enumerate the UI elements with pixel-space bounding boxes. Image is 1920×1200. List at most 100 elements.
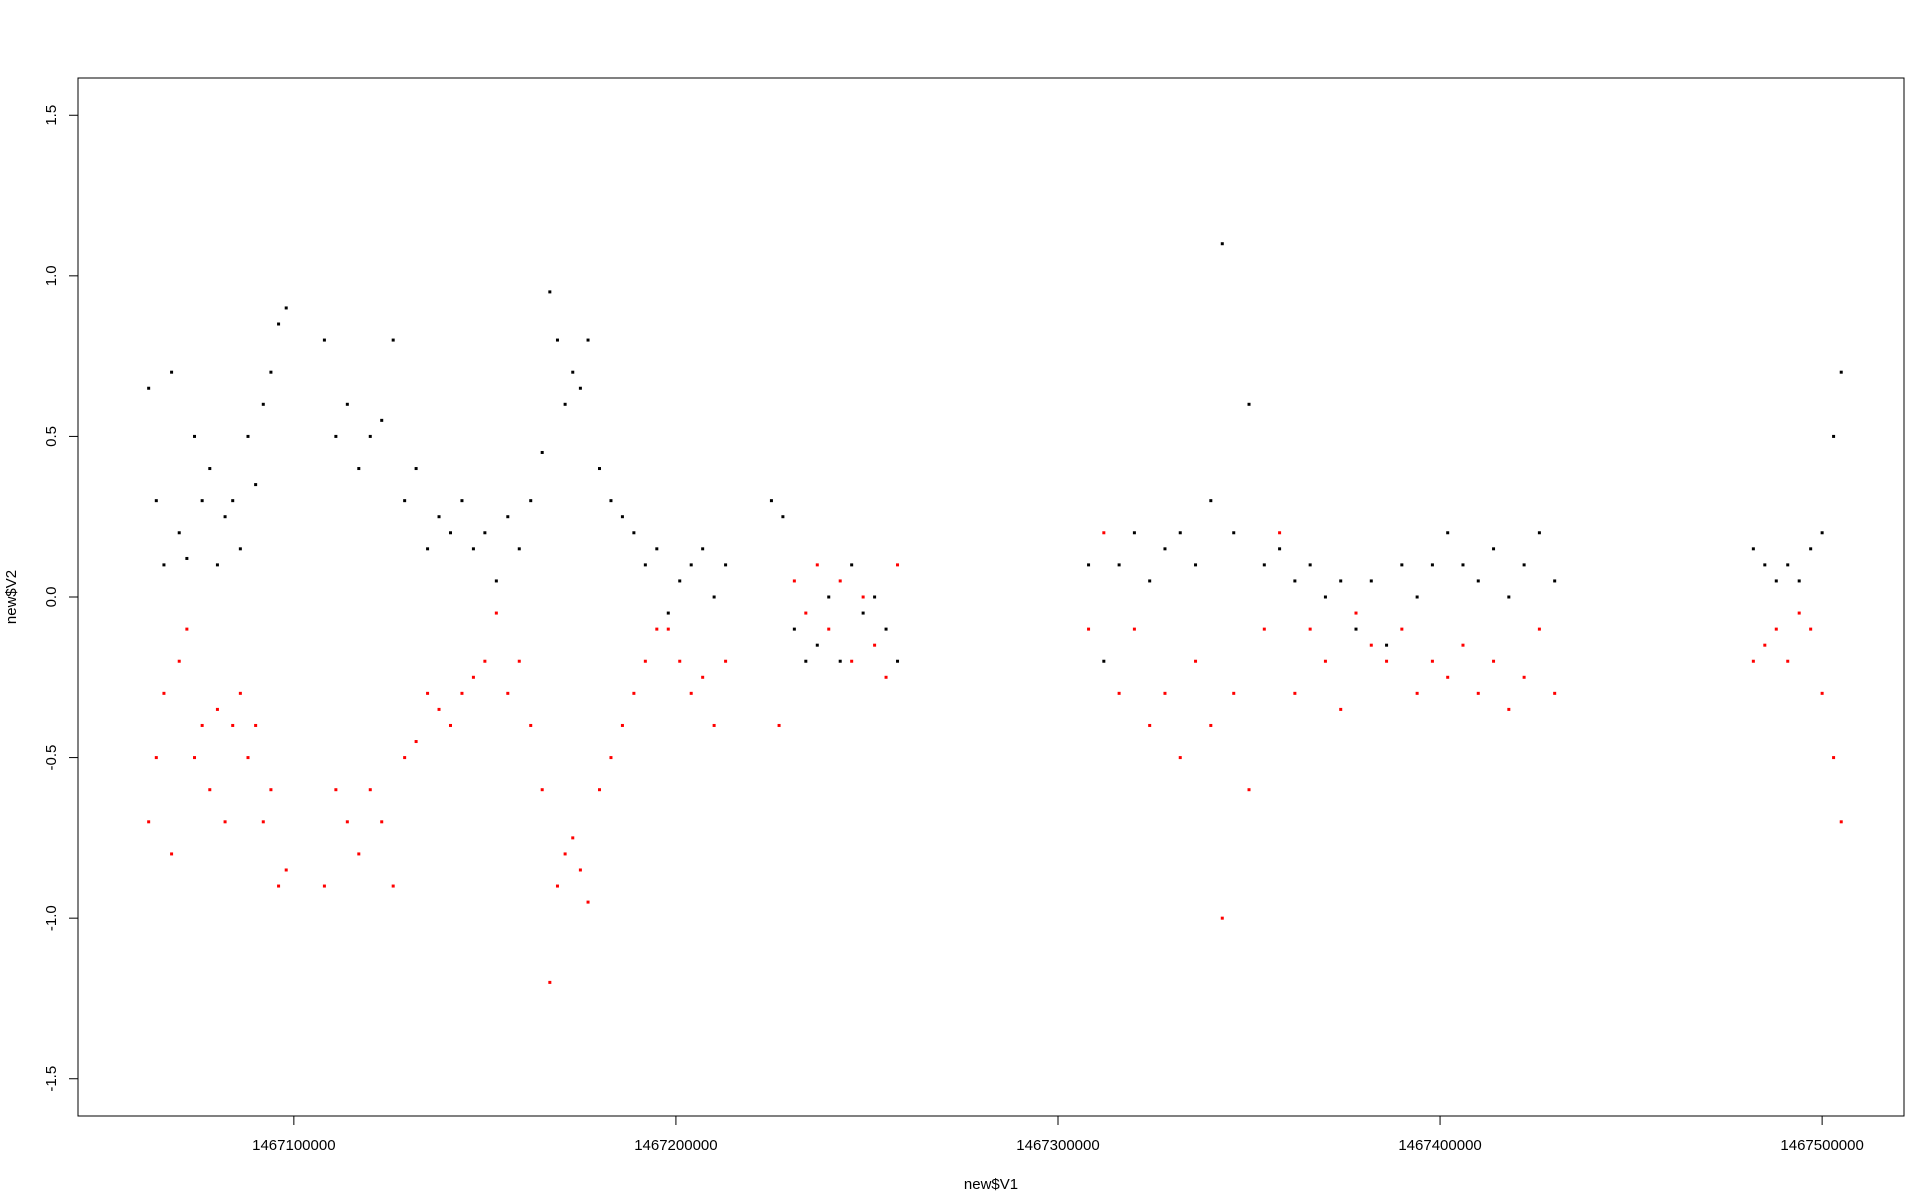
data-point (1430, 563, 1434, 567)
data-point (609, 756, 613, 760)
data-point (827, 627, 831, 631)
x-axis-label: new$V1 (964, 1176, 1018, 1193)
data-point (1163, 691, 1167, 695)
y-tick-label: 1.0 (43, 265, 60, 286)
data-point (643, 659, 647, 663)
data-point (598, 467, 602, 471)
data-point (1163, 547, 1167, 551)
data-point (1537, 531, 1541, 535)
data-point (1461, 643, 1465, 647)
data-point (177, 531, 181, 535)
data-point (815, 563, 819, 567)
data-point (1323, 659, 1327, 663)
data-point (1278, 547, 1282, 551)
data-point (1553, 691, 1557, 695)
data-point (1400, 627, 1404, 631)
data-point (448, 723, 452, 727)
data-point (1476, 579, 1480, 583)
data-point (334, 788, 338, 792)
data-point (1087, 627, 1091, 631)
data-point (1247, 402, 1251, 406)
data-point (632, 691, 636, 695)
data-point (1430, 659, 1434, 663)
data-point (506, 691, 510, 695)
data-point (1117, 563, 1121, 567)
data-point (1102, 531, 1106, 535)
data-point (1102, 659, 1106, 663)
data-point (238, 691, 242, 695)
data-point (208, 788, 212, 792)
data-point (208, 467, 212, 471)
data-point (471, 547, 475, 551)
data-point (1308, 627, 1312, 631)
data-point (1751, 659, 1755, 663)
data-point (643, 563, 647, 567)
data-point (368, 434, 372, 438)
data-point (620, 723, 624, 727)
data-point (162, 563, 166, 567)
data-point (185, 556, 189, 560)
data-point (563, 852, 567, 856)
data-point (1087, 563, 1091, 567)
data-point (200, 723, 204, 727)
data-point (1262, 563, 1266, 567)
data-point (1461, 563, 1465, 567)
data-point (1308, 563, 1312, 567)
data-point (1446, 531, 1450, 535)
data-point (1132, 627, 1136, 631)
y-tick-label: -1.5 (43, 1066, 60, 1092)
data-point (368, 788, 372, 792)
data-point (1751, 547, 1755, 551)
data-point (578, 386, 582, 390)
data-point (578, 868, 582, 872)
data-point (701, 675, 705, 679)
data-point (1278, 531, 1282, 535)
data-point (896, 563, 900, 567)
data-point (231, 499, 235, 503)
data-point (850, 659, 854, 663)
data-point (1786, 563, 1790, 567)
data-point (724, 659, 728, 663)
data-point (1839, 370, 1843, 374)
data-point (506, 515, 510, 519)
data-point (437, 515, 441, 519)
data-point (277, 884, 281, 888)
data-point (448, 531, 452, 535)
plot-frame (77, 77, 1905, 1117)
data-point (571, 370, 575, 374)
data-point (873, 643, 877, 647)
data-point (815, 643, 819, 647)
data-point (334, 434, 338, 438)
data-point (1293, 691, 1297, 695)
data-point (215, 707, 219, 711)
data-point (1797, 579, 1801, 583)
data-point (1507, 595, 1511, 599)
data-point (724, 563, 728, 567)
data-point (1820, 531, 1824, 535)
data-point (555, 338, 559, 342)
data-point (193, 756, 197, 760)
data-point (345, 402, 349, 406)
data-point (1369, 579, 1373, 583)
data-point (1262, 627, 1266, 631)
data-point (1220, 916, 1224, 920)
data-point (701, 547, 705, 551)
data-point (1832, 756, 1836, 760)
data-point (1839, 820, 1843, 824)
data-point (1354, 611, 1358, 615)
data-point (1507, 707, 1511, 711)
data-point (494, 611, 498, 615)
data-point (460, 499, 464, 503)
data-point (391, 884, 395, 888)
data-point (154, 499, 158, 503)
data-point (357, 852, 361, 856)
data-point (471, 675, 475, 679)
data-point (548, 980, 552, 984)
data-point (1178, 756, 1182, 760)
data-point (1522, 563, 1526, 567)
data-point (1339, 579, 1343, 583)
data-point (769, 499, 773, 503)
data-point (1797, 611, 1801, 615)
data-point (391, 338, 395, 342)
data-point (620, 515, 624, 519)
